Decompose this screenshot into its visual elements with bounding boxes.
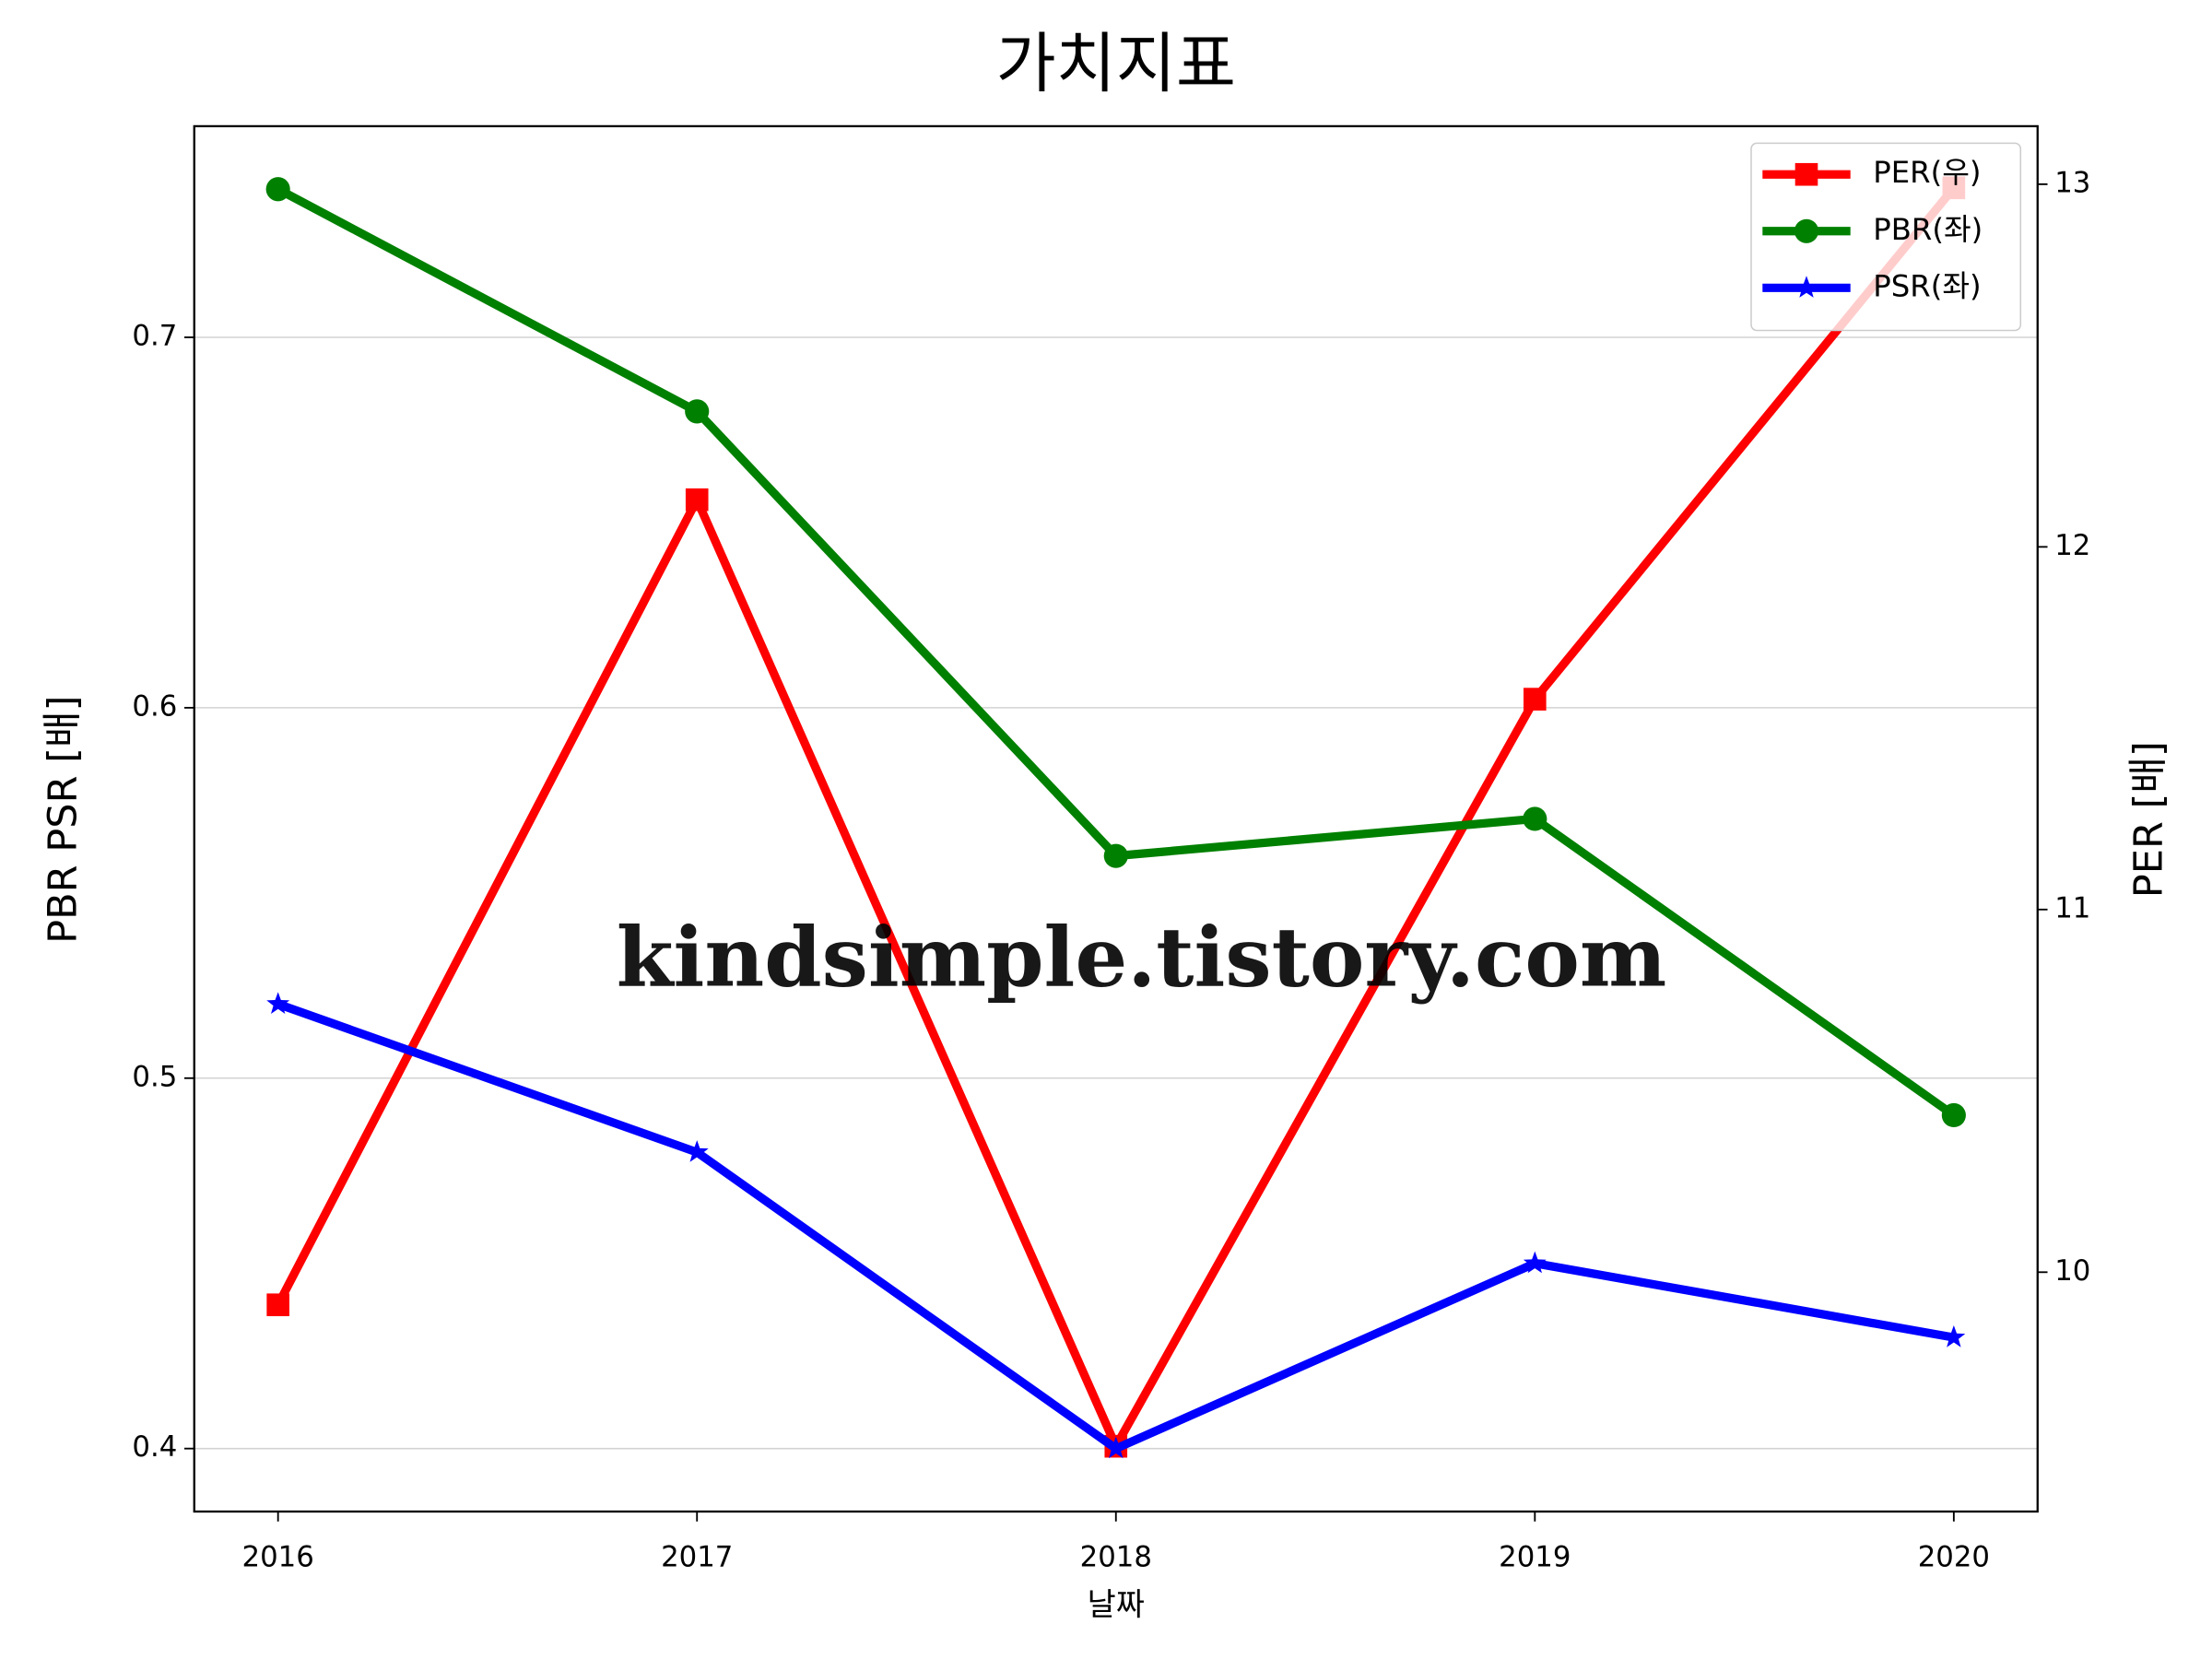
marker-circle <box>1941 1102 1966 1128</box>
marker-square <box>1524 688 1547 711</box>
x-axis-label: 날짜 <box>1088 1587 1145 1623</box>
marker-circle <box>1794 218 1819 243</box>
marker-square <box>1794 162 1818 186</box>
legend-label: PER(우) <box>1873 155 1981 190</box>
marker-star <box>266 992 290 1014</box>
marker-star <box>1104 1436 1128 1459</box>
x-tick-label: 2016 <box>242 1540 314 1573</box>
marker-circle <box>265 177 290 202</box>
chart-title: 가치지표 <box>996 25 1236 101</box>
x-tick-label: 2018 <box>1080 1540 1152 1573</box>
y2-axis-label: PER [배] <box>2125 741 2171 898</box>
y-tick-label: 0.7 <box>132 320 177 353</box>
marker-star <box>1794 276 1818 298</box>
marker-circle <box>1523 806 1547 831</box>
watermark: kindsimple.tistory.com <box>617 910 1667 1006</box>
marker-star <box>1523 1251 1547 1274</box>
y2-tick-label: 12 <box>2054 529 2090 562</box>
y-axis-label: PBR PSR [배] <box>40 696 86 944</box>
legend: PER(우) PBR(좌) PSR(좌) <box>1750 142 2022 332</box>
y2-tick-label: 10 <box>2054 1254 2090 1288</box>
y-tick-label: 0.4 <box>132 1430 177 1464</box>
marker-square <box>685 488 709 512</box>
marker-circle <box>1103 843 1128 868</box>
y2-tick-label: 13 <box>2054 166 2090 199</box>
marker-circle <box>685 399 710 424</box>
marker-star <box>1942 1325 1966 1347</box>
y-tick-label: 0.6 <box>132 689 177 723</box>
marker-star <box>685 1140 709 1162</box>
marker-square <box>266 1293 289 1317</box>
plot-frame <box>193 124 2039 1513</box>
y-tick-label: 0.5 <box>132 1060 177 1093</box>
x-tick-label: 2019 <box>1499 1540 1571 1573</box>
x-tick-label: 2017 <box>661 1540 733 1573</box>
y2-tick-label: 11 <box>2054 891 2090 924</box>
x-tick-label: 2020 <box>1918 1540 1990 1573</box>
legend-label: PSR(좌) <box>1873 268 1981 303</box>
legend-label: PBR(좌) <box>1873 212 1983 247</box>
